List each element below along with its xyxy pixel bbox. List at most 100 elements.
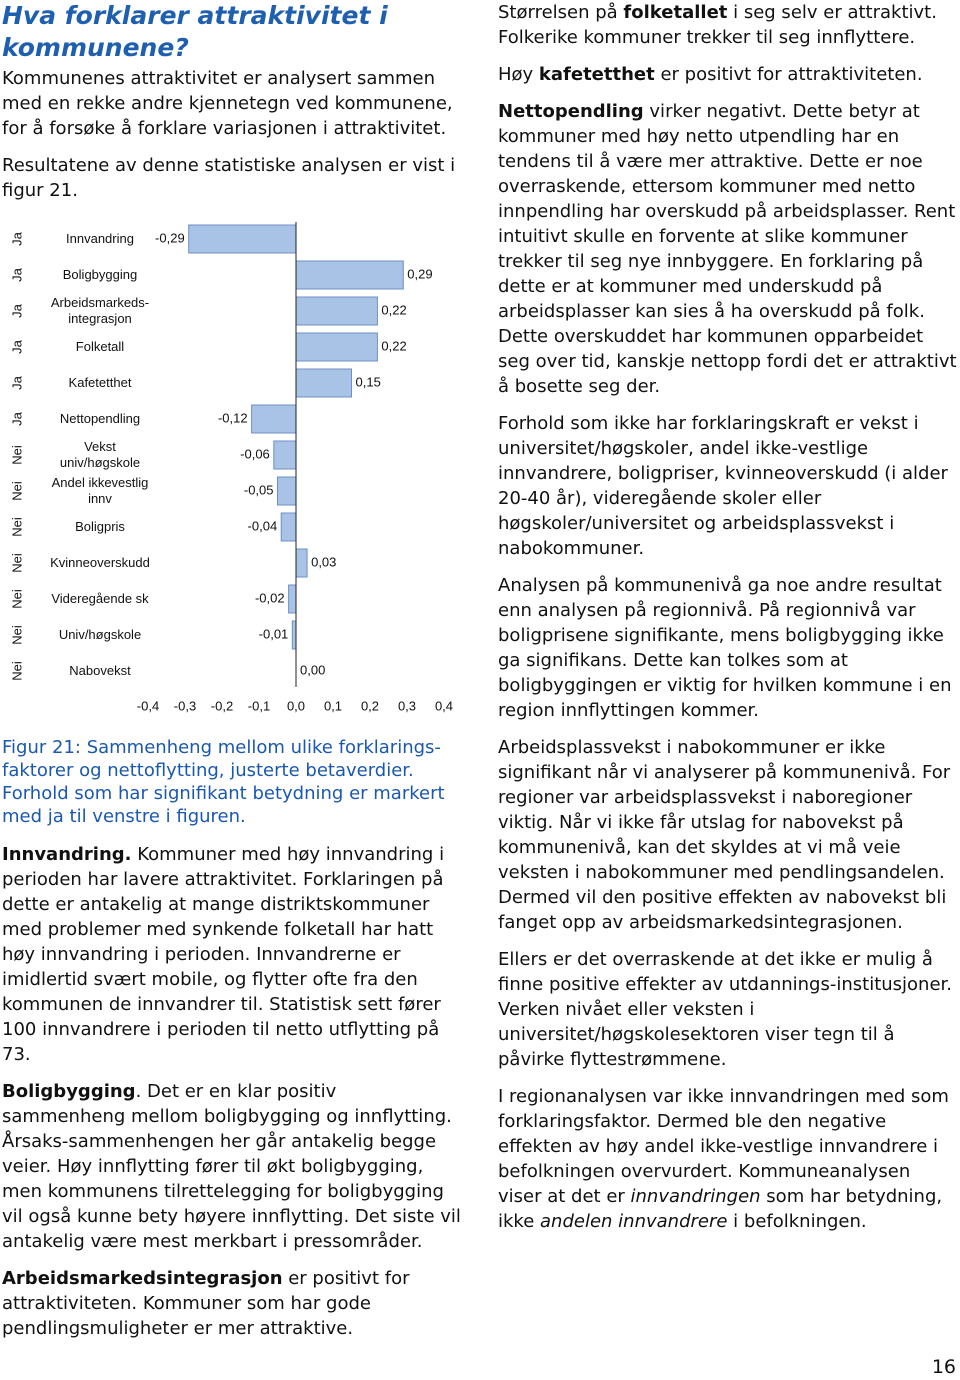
paragraph: Innvandring. Kommuner med høy innvandrin… <box>2 842 464 1067</box>
value-label: 0,15 <box>356 374 381 389</box>
paragraph: Analysen på kommunenivå ga noe andre res… <box>498 575 952 721</box>
text: . Det er en klar positiv sammenheng mell… <box>2 1081 461 1252</box>
x-tick-label: 0,1 <box>324 698 342 713</box>
bold-text: Boligbygging <box>2 1081 136 1102</box>
italic-text: andelen innvandrere <box>540 1211 728 1232</box>
bar <box>277 476 297 506</box>
text: I regionanalysen var ikke innvandringen … <box>498 1086 949 1207</box>
page-number: 16 <box>931 1356 956 1378</box>
bold-text: Nettopendling <box>498 101 644 122</box>
value-label: 0,00 <box>300 662 325 677</box>
paragraph: Størrelsen på folketallet i seg selv er … <box>498 0 958 50</box>
paragraph: Boligbygging. Det er en klar positiv sam… <box>2 1079 464 1254</box>
category-label: Innvandring <box>66 231 134 246</box>
significance-label: Ja <box>9 411 24 426</box>
x-tick-label: -0,1 <box>248 698 270 713</box>
category-label: Kafetetthet <box>68 375 132 390</box>
bar <box>280 512 297 542</box>
significance-label: Nei <box>9 625 24 645</box>
category-label: Folketall <box>75 339 125 354</box>
category-label: Arbeidsmarkeds- integrasjon <box>50 295 150 326</box>
x-tick-label: -0,3 <box>174 698 196 713</box>
x-tick-label: -0,2 <box>211 698 233 713</box>
paragraph: I regionanalysen var ikke innvandringen … <box>498 1084 958 1234</box>
text: i befolkningen. <box>727 1211 867 1232</box>
significance-label: Ja <box>9 267 24 282</box>
category-label: Univ/høgskole <box>58 627 142 642</box>
bar <box>251 404 297 434</box>
text: virker negativt. Dette betyr at kommuner… <box>498 101 957 397</box>
x-tick-label: 0,4 <box>435 698 453 713</box>
x-tick-label: 0,0 <box>287 698 305 713</box>
paragraph: Nettopendling virker negativt. Dette bet… <box>498 99 958 399</box>
category-label: Vekst univ/høgskole <box>59 439 141 470</box>
category-label: Andel ikkevestlig innv <box>51 475 149 506</box>
figure-caption: Figur 21: Sammenheng mellom ulike forkla… <box>2 737 445 827</box>
bar <box>273 440 297 470</box>
significance-label: Nei <box>9 661 24 681</box>
left-body: Figur 21: Sammenheng mellom ulike forkla… <box>2 736 464 1353</box>
bold-text: kafetetthet <box>538 64 655 85</box>
bar <box>291 620 297 650</box>
text: Kommuner med høy innvandring i perioden … <box>2 844 445 1065</box>
value-label: -0,02 <box>255 590 285 605</box>
page-title: Hva forklarer attraktivitet i kommunene? <box>2 1 388 62</box>
category-label: Nettopendling <box>59 411 141 426</box>
value-label: 0,29 <box>407 266 432 281</box>
paragraph: Forhold som ikke har forklaringskraft er… <box>498 413 948 559</box>
bar <box>295 296 378 326</box>
value-label: -0,05 <box>244 482 274 497</box>
x-tick-label: -0,4 <box>137 698 159 713</box>
value-label: 0,22 <box>381 302 406 317</box>
x-tick-label: 0,3 <box>398 698 416 713</box>
text: Høy <box>498 64 539 85</box>
paragraph: Arbeidsplassvekst i nabokommuner er ikke… <box>498 737 951 933</box>
intro: Kommunenes attraktivitet er analysert sa… <box>2 66 464 215</box>
text: er positivt for attraktiviteten. <box>654 64 923 85</box>
paragraph: Høy kafetetthet er positivt for attrakti… <box>498 62 958 87</box>
text: som har betydning, ikke <box>498 1186 943 1232</box>
significance-label: Nei <box>9 553 24 573</box>
significance-label: Ja <box>9 303 24 318</box>
significance-label: Nei <box>9 589 24 609</box>
paragraph: Resultatene av denne statistiske analyse… <box>2 155 456 201</box>
bar <box>188 224 297 254</box>
value-label: -0,04 <box>248 518 278 533</box>
bold-text: Arbeidsmarkedsintegrasjon <box>2 1268 283 1289</box>
significance-label: Ja <box>9 231 24 246</box>
value-label: 0,22 <box>381 338 406 353</box>
value-label: -0,12 <box>218 410 248 425</box>
category-label: Nabovekst <box>69 663 131 678</box>
bar <box>288 584 297 614</box>
bold-text: folketallet <box>623 2 728 23</box>
category-label: Kvinneoverskudd <box>50 555 150 570</box>
text: Størrelsen på <box>498 2 624 23</box>
value-label: -0,06 <box>240 446 270 461</box>
bar <box>295 260 404 290</box>
paragraph: Kommunenes attraktivitet er analysert sa… <box>2 68 453 139</box>
significance-label: Nei <box>9 481 24 501</box>
paragraph: Arbeidsmarkedsintegrasjon er positivt fo… <box>2 1266 464 1341</box>
x-tick-label: 0,2 <box>361 698 379 713</box>
right-body: Størrelsen på folketallet i seg selv er … <box>498 0 958 1246</box>
chart: -0,4 -0,3 -0,2 -0,1 0,0 0,1 0,2 0,3 0,4 -0,29 Ja 0,… <box>0 222 465 722</box>
chart-svg: -0,4 -0,3 -0,2 -0,1 0,0 0,1 0,2 0,3 0,4 -0,29 Ja 0,… <box>9 222 453 713</box>
text: er positivt for attraktiviteten. Kommune… <box>2 1268 410 1339</box>
significance-label: Ja <box>9 375 24 390</box>
paragraph: Ellers er det overraskende at det ikke e… <box>498 949 953 1070</box>
value-label: -0,01 <box>259 626 289 641</box>
value-label: -0,29 <box>155 230 185 245</box>
category-label: Boligpris <box>75 519 125 534</box>
bold-text: Innvandring. <box>2 844 132 865</box>
significance-label: Nei <box>9 517 24 537</box>
bar <box>295 368 352 398</box>
significance-label: Ja <box>9 339 24 354</box>
significance-label: Nei <box>9 445 24 465</box>
bar <box>295 332 378 362</box>
category-label: Boligbygging <box>62 267 138 282</box>
value-label: 0,03 <box>311 554 336 569</box>
italic-text: innvandringen <box>630 1186 761 1207</box>
bar <box>295 548 308 578</box>
category-label: Videregående sk <box>51 591 149 606</box>
